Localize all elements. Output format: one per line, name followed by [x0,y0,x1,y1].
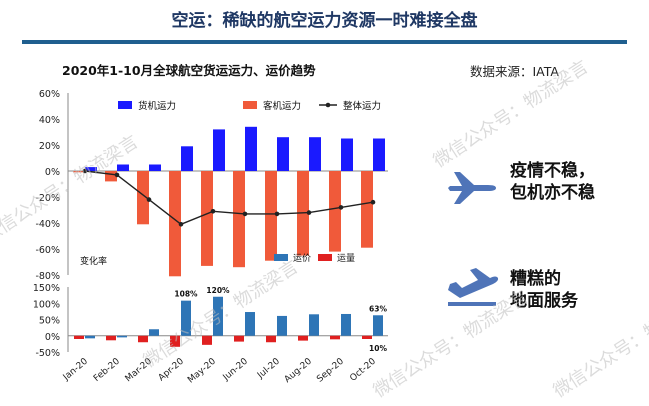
total-point [178,222,184,227]
source-text: 数据来源：IATA [470,64,559,79]
belly-bar [73,171,85,173]
legend-swatch [325,102,331,108]
y-tick-label: 150% [33,283,60,294]
volume-bar [266,335,276,343]
y-tick-label: 100% [33,299,60,310]
belly-bar [233,171,245,268]
price-bar [277,315,287,336]
volume-bar [138,335,148,343]
volume-bar [362,335,372,339]
legend-swatch [274,254,288,261]
x-tick-label: May-20 [186,356,218,385]
airplane-icon [446,158,498,214]
freighter-bar [277,137,289,171]
y-tick-label: -40% [35,219,60,230]
x-tick-label: Jun-20 [221,356,250,383]
price-bar [149,329,159,336]
y-tick-label: 0% [45,332,60,343]
data-label: 63% [369,304,387,313]
total-point [370,199,376,205]
belly-bar [329,171,341,252]
price-bar [117,335,127,338]
freighter-bar [117,164,129,171]
volume-bar [234,335,244,342]
price-bar [213,296,223,336]
side-point-1-line1: 疫情不稳， [510,161,595,181]
freighter-bar [245,126,257,171]
legend-label: 运量 [337,253,355,264]
belly-bar [105,171,117,182]
price-bar [341,313,351,336]
side-point-1: 疫情不稳， 包机亦不稳 [510,160,595,204]
freighter-bar [213,129,225,171]
total-point [146,197,152,202]
y-tick-label: 60% [39,89,60,100]
price-bar [373,315,383,336]
volume-bar [330,335,340,340]
freighter-bar [341,138,353,171]
total-point [306,210,312,215]
volume-bar [106,335,116,341]
y-tick-label: 20% [39,141,60,152]
legend-label: 运价 [293,253,311,264]
legend-label: 客机运力 [263,100,301,112]
data-label: 108% [174,290,198,299]
side-point-2-line1: 糟糕的 [510,269,561,289]
belly-bar [361,171,373,248]
y-tick-label: 50% [39,316,60,327]
price-bar [245,312,255,336]
x-tick-label: Jul-20 [255,356,282,381]
belly-bar [137,171,149,225]
side-point-2: 糟糕的 地面服务 [510,268,578,312]
volume-bar [170,335,180,347]
total-point [274,211,280,217]
freighter-bar [149,164,161,171]
y-tick-label: -20% [35,193,60,204]
y-tick-label: -60% [35,245,60,256]
total-point [338,205,344,210]
volume-bar [202,335,212,345]
y-tick-label: -80% [35,271,60,282]
page-title: 空运：稀缺的航空运力资源一时难接全盘 [171,11,478,31]
volume-bar [298,335,308,341]
total-point [114,172,120,178]
data-label: 10% [369,344,387,353]
price-bar [181,300,191,336]
belly-bar [265,171,277,261]
total-point [242,211,248,217]
y-tick-label: -50% [35,348,60,359]
price-bar [309,314,319,336]
belly-bar [169,171,181,277]
title-divider [22,40,627,44]
total-point [210,209,216,214]
data-label: 120% [206,286,230,295]
side-point-1-line2: 包机亦不稳 [510,183,595,203]
side-point-2-line2: 地面服务 [510,291,578,311]
total-point [82,168,88,174]
chart-title: 2020年1-10月全球航空货运运力、运价趋势 [62,63,316,78]
freighter-bar [181,146,193,171]
x-tick-label: Jan-20 [61,356,90,383]
x-tick-label: Sep-20 [315,356,346,384]
y-axis-label: 变化率 [80,255,107,267]
legend-label: 整体运力 [343,100,381,112]
freighter-bar [309,137,321,171]
x-tick-label: Aug-20 [283,356,314,385]
y-tick-label: 40% [39,115,60,126]
legend-swatch [318,254,332,261]
freighter-bar [85,167,97,171]
x-tick-label: Feb-20 [92,356,122,384]
y-tick-label: 0% [45,167,60,178]
freighter-bar [373,138,385,171]
legend-swatch [118,101,132,109]
price-bar [85,335,95,339]
legend-label: 货机运力 [138,100,176,112]
departures-icon [444,266,500,314]
belly-bar [201,171,213,266]
volume-bar [74,335,84,339]
legend-swatch [243,101,257,109]
total-line [84,170,374,226]
